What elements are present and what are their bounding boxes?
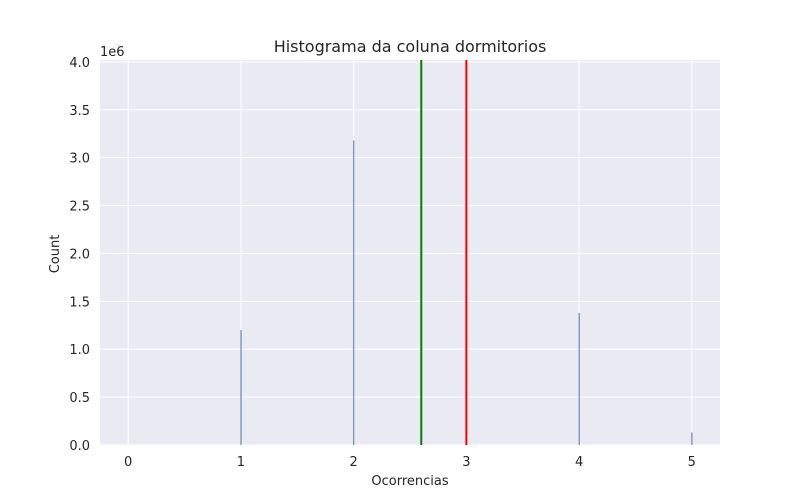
histogram-bar — [240, 330, 242, 445]
x-tick-labels: 0 1 2 3 4 5 — [124, 455, 696, 470]
y-tick-label: 1.0 — [69, 343, 90, 358]
y-tick-label: 2.5 — [69, 200, 90, 215]
y-tick-labels: 0.0 0.5 1.0 1.5 2.0 2.5 3.0 3.5 4.0 — [69, 56, 90, 454]
y-tick-label: 1.5 — [69, 295, 90, 310]
x-axis-label: Ocorrencias — [371, 474, 448, 489]
plot-area — [100, 60, 720, 445]
y-tick-label: 0.5 — [69, 391, 90, 406]
y-tick-label: 2.0 — [69, 247, 90, 262]
chart-title: Histograma da coluna dormitorios — [274, 37, 547, 56]
y-tick-label: 3.5 — [69, 104, 90, 119]
y-axis-offset-label: 1e6 — [100, 45, 125, 60]
x-tick-label: 2 — [349, 455, 357, 470]
x-tick-label: 1 — [237, 455, 245, 470]
histogram-bar — [691, 432, 693, 445]
x-tick-label: 3 — [462, 455, 470, 470]
grid-lines — [100, 60, 720, 446]
histogram-bar — [578, 312, 580, 445]
y-tick-label: 3.0 — [69, 152, 90, 167]
x-tick-label: 5 — [688, 455, 696, 470]
y-tick-label: 0.0 — [69, 439, 90, 454]
x-tick-label: 4 — [575, 455, 583, 470]
reference-lines — [420, 60, 468, 445]
y-tick-label: 4.0 — [69, 56, 90, 71]
bars — [240, 140, 693, 445]
x-tick-label: 0 — [124, 455, 132, 470]
y-axis-label: Count — [48, 235, 63, 274]
histogram-bar — [353, 140, 355, 445]
